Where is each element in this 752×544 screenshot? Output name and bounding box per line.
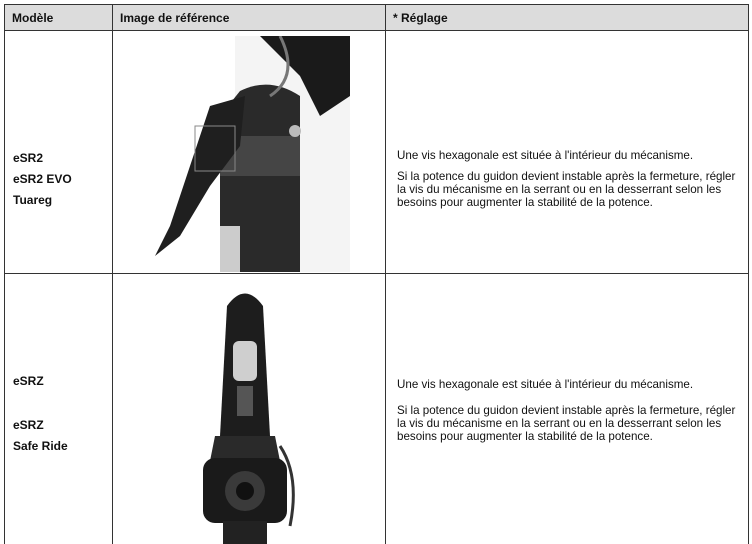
- model-name: Tuareg: [13, 193, 53, 207]
- header-cell: * Réglage: [393, 11, 448, 25]
- header-cell: Image de référence: [120, 11, 230, 25]
- border: [4, 30, 749, 31]
- border: [4, 273, 749, 274]
- border: [748, 4, 749, 544]
- model-name: eSRZ: [13, 418, 44, 432]
- model-name: eSRZ: [13, 374, 44, 388]
- reference-image: [203, 293, 295, 544]
- adjustment-text: Si la potence du guidon devient instable…: [397, 170, 736, 209]
- adjustment-text: Une vis hexagonale est située à l'intéri…: [397, 149, 694, 162]
- model-name: eSR2: [13, 151, 44, 165]
- adjustment-text: Une vis hexagonale est située à l'intéri…: [397, 378, 694, 391]
- model-name: eSR2 EVO: [13, 172, 72, 186]
- border: [4, 4, 5, 544]
- model-name: Safe Ride: [13, 439, 68, 453]
- border: [4, 4, 749, 5]
- header-cell: Modèle: [12, 11, 54, 25]
- adjustment-text: Si la potence du guidon devient instable…: [397, 404, 736, 443]
- border: [112, 4, 113, 544]
- border: [385, 4, 386, 544]
- reference-image: [155, 36, 350, 272]
- header-row: [4, 4, 748, 30]
